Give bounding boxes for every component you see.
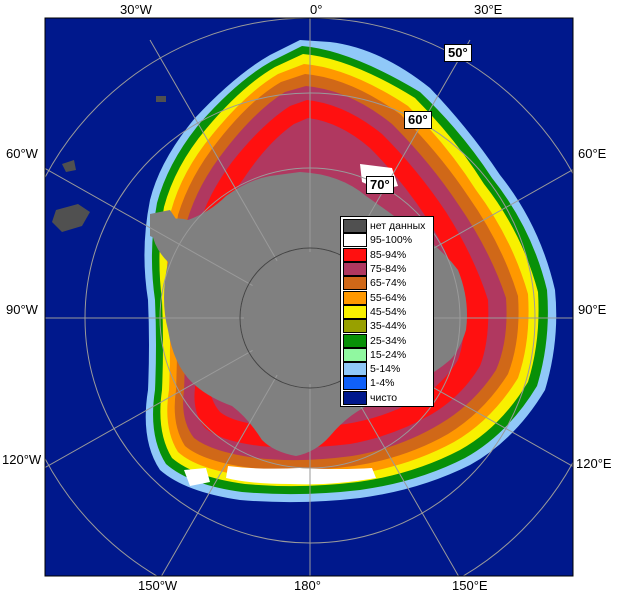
legend-item: 35-44% [343,319,431,334]
lon-label-120e: 120°E [576,456,612,471]
legend-label: 45-54% [370,305,407,318]
legend-swatch [343,362,367,377]
legend-item: 25-34% [343,333,431,348]
no-data-patch [156,96,166,102]
antarctic-peninsula [150,210,182,244]
concentration-legend: нет данных 95-100% 85-94% 75-84% 65-74% 55-64… [340,216,434,407]
lon-label-60w: 60°W [6,146,38,161]
legend-swatch [343,233,367,248]
legend-swatch [343,304,367,319]
map-border [44,17,574,577]
legend-item: нет данных [343,219,431,234]
legend-swatch [343,333,367,348]
legend-swatch [343,319,367,334]
legend-label: 15-24% [370,348,407,361]
ice-patch-95-100 [226,466,376,485]
legend-swatch [343,276,367,291]
no-data-patch [62,160,76,172]
legend-item: 45-54% [343,304,431,319]
legend-item: 15-24% [343,347,431,362]
legend-label: 95-100% [370,234,413,247]
legend-label: 75-84% [370,263,407,276]
legend-swatch [343,390,367,405]
lat-label-50: 50° [444,44,472,62]
legend-swatch [343,347,367,362]
legend-label: 65-74% [370,277,407,290]
legend-item: 75-84% [343,262,431,277]
legend-swatch [343,376,367,391]
lon-label-0: 0° [310,2,323,17]
legend-item: 95-100% [343,233,431,248]
legend-label: 1-4% [370,377,395,390]
legend-label: 85-94% [370,248,407,261]
legend-swatch [343,262,367,277]
lon-label-90e: 90°E [578,302,607,317]
legend-swatch [343,219,367,234]
ice-patch-95-100 [184,468,210,486]
legend-label: 25-34% [370,334,407,347]
legend-item: чисто [343,390,431,405]
lon-label-30e: 30°E [474,2,503,17]
legend-item: 65-74% [343,276,431,291]
legend-item: 55-64% [343,290,431,305]
lon-label-150w: 150°W [138,578,178,593]
legend-swatch [343,290,367,305]
lon-label-30w: 30°W [120,2,152,17]
lon-label-90w: 90°W [6,302,38,317]
legend-item: 5-14% [343,362,431,377]
legend-label: 5-14% [370,363,401,376]
lat-label-70: 70° [366,176,394,194]
legend-item: 1-4% [343,376,431,391]
legend-swatch [343,247,367,262]
lat-label-60: 60° [404,111,432,129]
lon-label-120w: 120°W [2,452,42,467]
no-data-patch [52,204,90,232]
legend-label: чисто [370,391,398,404]
lon-label-180: 180° [294,578,321,593]
legend-label: 55-64% [370,291,407,304]
legend-label: 35-44% [370,320,407,333]
lon-label-60e: 60°E [578,146,607,161]
legend-label: нет данных [370,220,426,233]
lon-label-150e: 150°E [452,578,488,593]
legend-item: 85-94% [343,247,431,262]
